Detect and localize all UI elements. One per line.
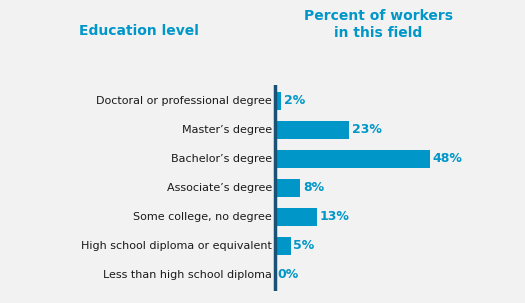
Text: Bachelor’s degree: Bachelor’s degree [171,154,272,164]
Text: Some college, no degree: Some college, no degree [133,212,272,222]
Text: 2%: 2% [284,94,305,107]
Text: 23%: 23% [352,123,381,136]
Text: 48%: 48% [432,152,462,165]
Text: Master’s degree: Master’s degree [182,125,272,135]
Text: Percent of workers
in this field: Percent of workers in this field [303,9,453,40]
Text: High school diploma or equivalent: High school diploma or equivalent [81,241,272,251]
Bar [275,150,429,168]
Bar [275,237,291,255]
Text: Associate’s degree: Associate’s degree [167,183,272,193]
Text: 8%: 8% [303,181,324,194]
Bar [275,208,317,226]
Text: 5%: 5% [293,239,314,252]
Text: 13%: 13% [319,210,349,223]
Bar [275,92,281,110]
Text: Doctoral or professional degree: Doctoral or professional degree [96,96,272,106]
Text: Less than high school diploma: Less than high school diploma [103,270,272,280]
Text: 0%: 0% [277,268,298,281]
Text: Education level: Education level [79,24,199,38]
Bar [275,179,300,197]
Bar [275,121,349,139]
